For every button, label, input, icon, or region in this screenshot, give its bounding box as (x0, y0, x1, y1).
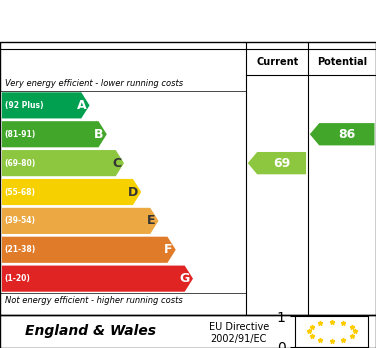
Text: (81-91): (81-91) (5, 130, 36, 139)
Text: Current: Current (256, 57, 299, 66)
Polygon shape (2, 237, 176, 263)
Polygon shape (2, 266, 193, 292)
Polygon shape (2, 92, 89, 118)
Polygon shape (2, 179, 141, 205)
Text: Potential: Potential (317, 57, 367, 66)
Polygon shape (2, 121, 107, 147)
Text: Energy Efficiency Rating: Energy Efficiency Rating (73, 12, 303, 30)
Text: Not energy efficient - higher running costs: Not energy efficient - higher running co… (5, 296, 182, 305)
Text: B: B (94, 128, 104, 141)
Text: England & Wales: England & Wales (25, 324, 156, 339)
Text: (1-20): (1-20) (5, 274, 30, 283)
Text: C: C (112, 157, 121, 169)
Polygon shape (2, 208, 159, 234)
Polygon shape (2, 150, 124, 176)
Text: (21-38): (21-38) (5, 245, 36, 254)
Text: 86: 86 (338, 128, 355, 141)
Text: (55-68): (55-68) (5, 188, 35, 197)
Polygon shape (310, 123, 374, 145)
Text: (92 Plus): (92 Plus) (5, 101, 43, 110)
Text: 2002/91/EC: 2002/91/EC (211, 334, 267, 344)
Text: D: D (128, 185, 138, 198)
Text: EU Directive: EU Directive (209, 322, 269, 332)
Text: G: G (180, 272, 190, 285)
Text: E: E (147, 214, 156, 227)
Text: F: F (164, 243, 173, 256)
Text: (39-54): (39-54) (5, 216, 35, 226)
Text: 69: 69 (273, 157, 290, 169)
Text: Very energy efficient - lower running costs: Very energy efficient - lower running co… (5, 79, 183, 88)
Text: (69-80): (69-80) (5, 159, 36, 168)
Text: A: A (77, 99, 86, 112)
Polygon shape (248, 152, 306, 174)
